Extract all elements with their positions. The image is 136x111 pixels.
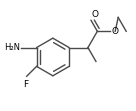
Text: O: O [111,27,118,36]
Text: O: O [92,10,99,19]
Text: H₂N: H₂N [4,43,20,52]
Text: F: F [23,80,28,89]
